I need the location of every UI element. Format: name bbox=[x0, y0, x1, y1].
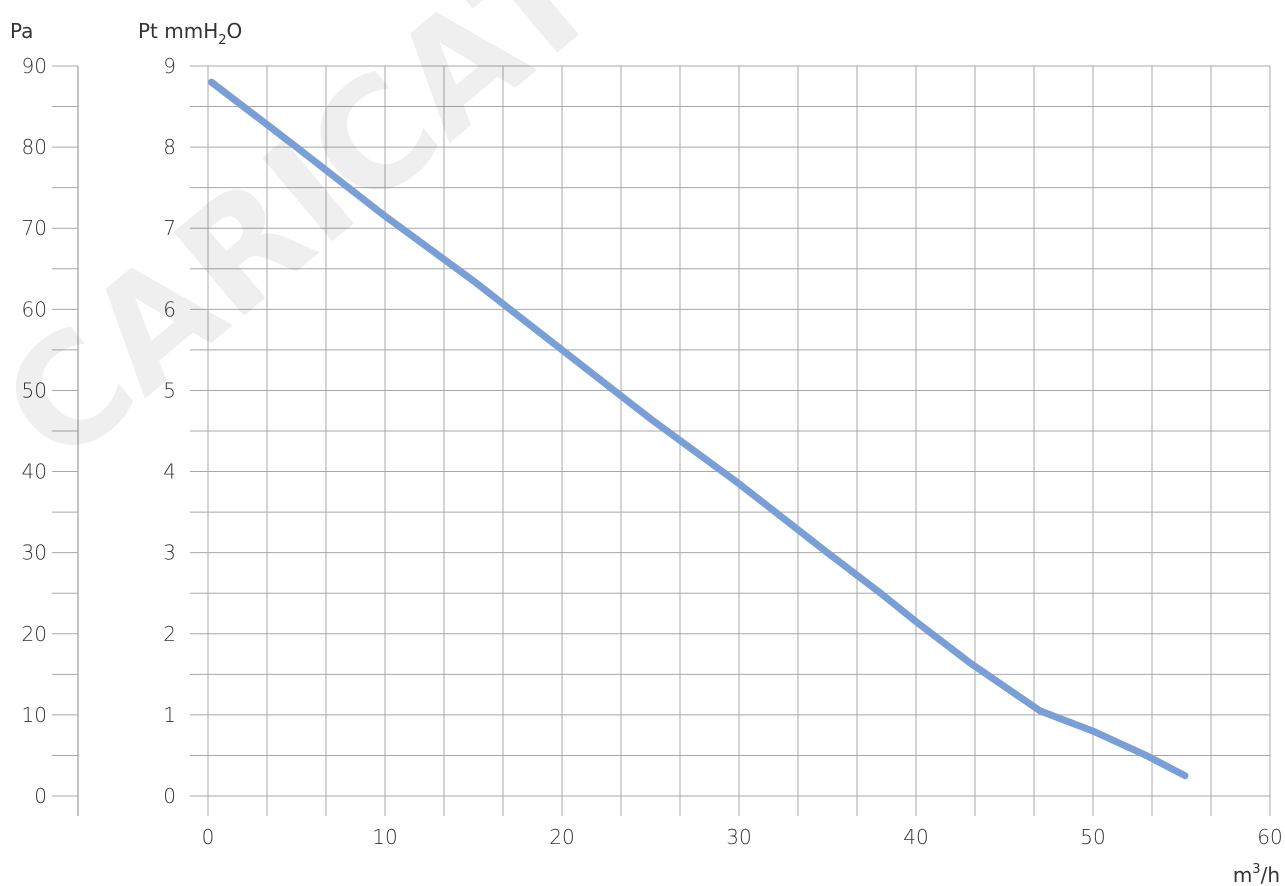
x-axis-label-sup: 3 bbox=[1252, 862, 1260, 877]
left-inner-tick-label: 5 bbox=[163, 378, 176, 402]
watermark-text: CARICATO DAL bbox=[0, 0, 1026, 498]
left-inner-tick-label: 4 bbox=[163, 460, 176, 484]
left-inner-axis-label: Pt mmH2O bbox=[138, 19, 242, 48]
left-inner-axis-label-sub: 2 bbox=[218, 33, 226, 48]
left-outer-tick-label: 60 bbox=[22, 297, 47, 321]
x-axis-label: m3/h bbox=[1233, 862, 1280, 886]
series-line bbox=[208, 78, 1189, 780]
left-outer-tick-label: 30 bbox=[22, 541, 47, 565]
left-outer-axis-label: Pa bbox=[10, 19, 33, 43]
left-inner-tick-label: 8 bbox=[163, 135, 176, 159]
left-outer-tick-label: 0 bbox=[34, 784, 47, 808]
x-tick-label: 60 bbox=[1257, 825, 1282, 849]
left-inner-tick-label: 7 bbox=[163, 216, 176, 240]
chart-grid bbox=[190, 65, 1271, 816]
x-tick-label: 40 bbox=[903, 825, 928, 849]
left-inner-tick-label: 2 bbox=[163, 622, 176, 646]
left-inner-tick-label: 1 bbox=[163, 703, 176, 727]
chart-series bbox=[208, 78, 1189, 780]
left-inner-tick-label: 3 bbox=[163, 541, 176, 565]
x-tick-label: 30 bbox=[726, 825, 751, 849]
x-tick-label: 20 bbox=[549, 825, 574, 849]
chart-axes bbox=[52, 65, 79, 816]
x-tick-label: 50 bbox=[1080, 825, 1105, 849]
left-outer-tick-label: 20 bbox=[22, 622, 47, 646]
x-axis-label-main: m bbox=[1233, 863, 1252, 886]
left-inner-axis-label-suffix: O bbox=[227, 19, 243, 43]
left-inner-tick-label: 9 bbox=[163, 54, 176, 78]
x-tick-label: 10 bbox=[372, 825, 397, 849]
left-outer-tick-label: 10 bbox=[22, 703, 47, 727]
left-outer-tick-label: 90 bbox=[22, 54, 47, 78]
left-inner-tick-label: 0 bbox=[163, 784, 176, 808]
x-tick-label: 0 bbox=[202, 825, 215, 849]
left-outer-tick-label: 40 bbox=[22, 460, 47, 484]
left-inner-axis-label-main: Pt mmH bbox=[138, 19, 218, 43]
x-axis-label-suffix: /h bbox=[1261, 863, 1280, 886]
left-inner-tick-label: 6 bbox=[163, 297, 176, 321]
left-outer-tick-label: 50 bbox=[22, 378, 47, 402]
left-outer-tick-label: 70 bbox=[22, 216, 47, 240]
left-outer-tick-label: 80 bbox=[22, 135, 47, 159]
